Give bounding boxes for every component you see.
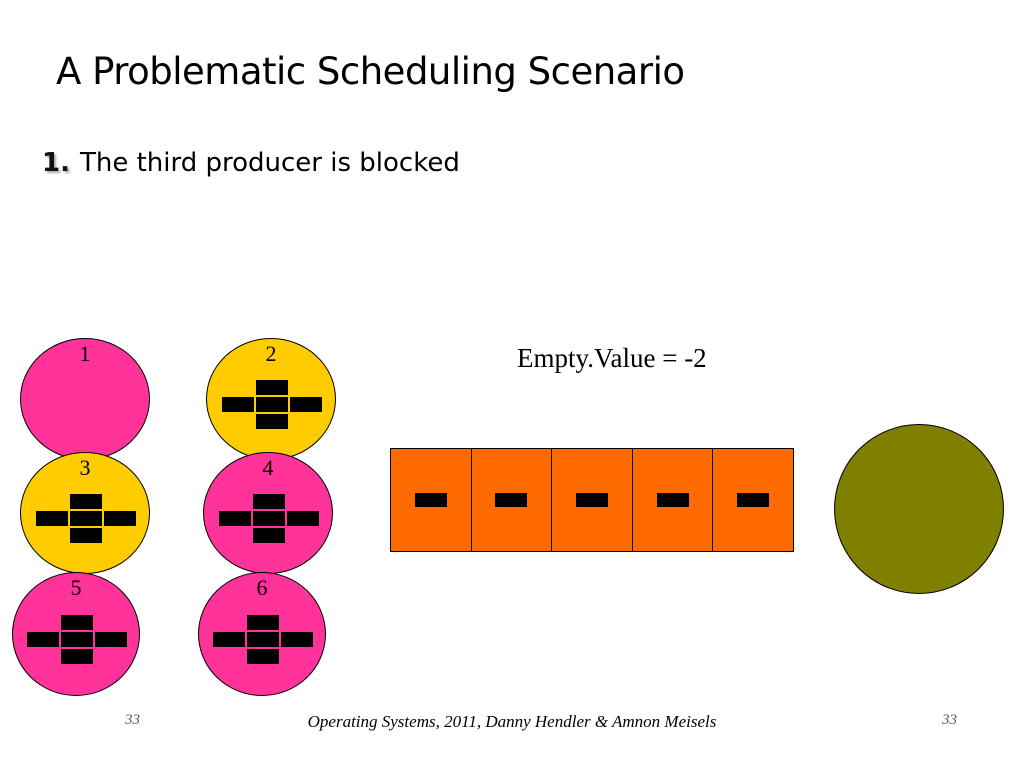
process-circle-4: 4 bbox=[203, 452, 333, 574]
process-circle-1: 1 bbox=[20, 338, 150, 460]
bullet-item: 1. The third producer is blocked bbox=[42, 148, 460, 178]
process-label-5: 5 bbox=[70, 575, 82, 600]
item-block bbox=[247, 631, 279, 647]
buffer-item bbox=[495, 493, 528, 507]
item-block bbox=[36, 510, 68, 526]
item-block bbox=[281, 631, 313, 647]
buffer-cell bbox=[632, 449, 714, 551]
item-block bbox=[70, 510, 102, 526]
buffer-cell bbox=[713, 449, 793, 551]
buffer-item bbox=[575, 493, 608, 507]
item-block bbox=[247, 614, 279, 630]
buffer-item bbox=[737, 493, 770, 507]
buffer-cell bbox=[391, 449, 472, 551]
process-label-4: 4 bbox=[262, 455, 274, 480]
item-block bbox=[61, 648, 93, 664]
item-block bbox=[290, 396, 322, 412]
process-label-6: 6 bbox=[256, 575, 268, 600]
process-circle-3: 3 bbox=[20, 452, 150, 574]
bullet-text: The third producer is blocked bbox=[79, 148, 460, 178]
item-block bbox=[61, 614, 93, 630]
buffer-item bbox=[656, 493, 689, 507]
process-label-3: 3 bbox=[79, 455, 91, 480]
buffer bbox=[390, 448, 794, 552]
buffer-cell bbox=[552, 449, 633, 551]
process-label-2: 2 bbox=[265, 341, 277, 366]
item-block bbox=[247, 648, 279, 664]
consumer-circle bbox=[834, 424, 1004, 594]
buffer-item bbox=[414, 493, 447, 507]
process-circle-6: 6 bbox=[198, 572, 326, 696]
item-block bbox=[256, 413, 288, 429]
item-block bbox=[256, 396, 288, 412]
bullet-number: 1. bbox=[42, 148, 70, 178]
item-block bbox=[61, 631, 93, 647]
item-block bbox=[222, 396, 254, 412]
page-number-right: 33 bbox=[942, 712, 957, 728]
item-block bbox=[219, 510, 251, 526]
process-circle-2: 2 bbox=[206, 338, 336, 460]
slide-title: A Problematic Scheduling Scenario bbox=[56, 50, 685, 93]
item-block bbox=[95, 631, 127, 647]
item-block bbox=[287, 510, 319, 526]
process-label-1: 1 bbox=[79, 341, 91, 366]
item-block bbox=[70, 527, 102, 543]
item-block bbox=[27, 631, 59, 647]
item-block bbox=[213, 631, 245, 647]
empty-value-label: Empty.Value = -2 bbox=[517, 343, 707, 373]
item-block bbox=[253, 493, 285, 509]
item-block bbox=[253, 527, 285, 543]
buffer-cell bbox=[471, 449, 553, 551]
item-block bbox=[104, 510, 136, 526]
item-block bbox=[256, 379, 288, 395]
item-block bbox=[70, 493, 102, 509]
page-number-left: 33 bbox=[125, 712, 140, 728]
item-block bbox=[253, 510, 285, 526]
process-circle-5: 5 bbox=[12, 572, 140, 696]
footer-text: Operating Systems, 2011, Danny Hendler &… bbox=[307, 712, 717, 731]
